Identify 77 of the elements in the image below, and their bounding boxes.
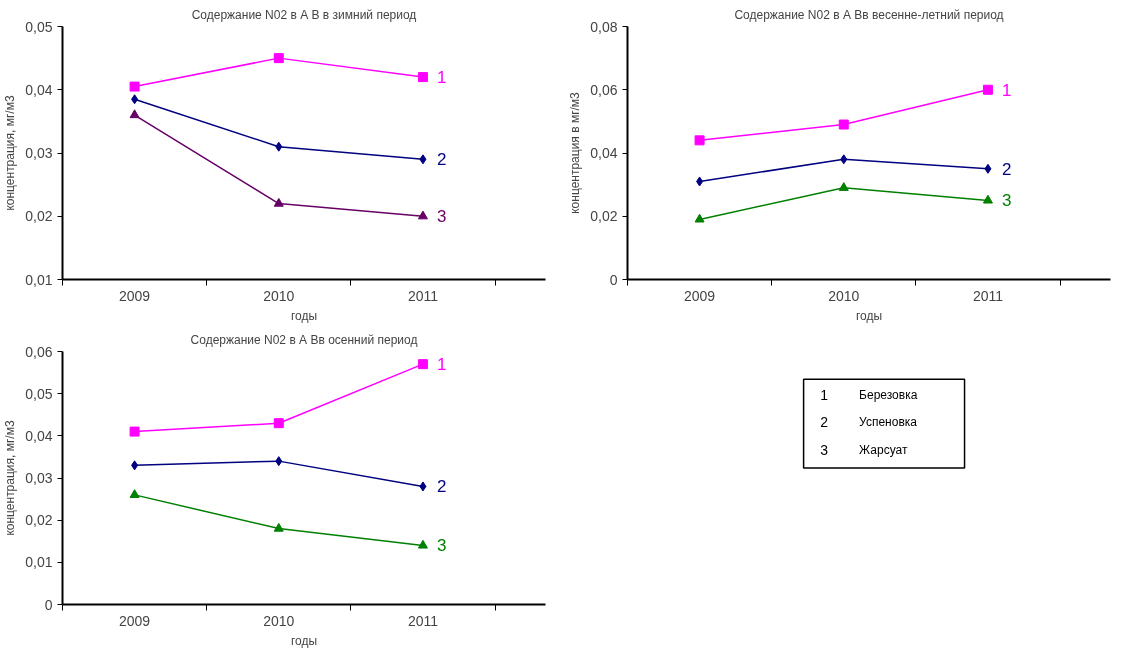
point <box>696 176 704 187</box>
y-tick-label: 0,06 <box>590 81 618 98</box>
y-axis-title: концентрация, мг/м3 <box>3 95 18 211</box>
chart-title: Содержание N02 в А Вв осенний период <box>190 332 418 347</box>
text: Успеновка <box>859 415 918 430</box>
x-tick-label: 2009 <box>119 612 151 629</box>
series-label: 2 <box>436 150 447 170</box>
y-axis-title: концентрация, мг/м3 <box>3 420 18 536</box>
y-tick-label: 0,03 <box>25 145 53 161</box>
series-label: 1 <box>436 68 447 88</box>
x-tick-label: 2009 <box>119 287 151 304</box>
x-axis-title: годы <box>855 308 883 323</box>
point <box>273 418 284 429</box>
y-tick-label: 0,04 <box>25 81 53 98</box>
point <box>275 141 283 152</box>
series-label: 2 <box>1001 159 1012 179</box>
y-tick-label: 0,05 <box>25 385 53 402</box>
point <box>273 522 284 532</box>
point <box>419 481 427 492</box>
x-axis-title: годы <box>290 308 318 323</box>
text: 2 <box>820 414 829 431</box>
point <box>273 197 284 207</box>
series-label: 3 <box>436 207 447 227</box>
series-label: 2 <box>436 477 447 497</box>
point <box>417 539 428 549</box>
y-tick-label: 0 <box>609 271 618 288</box>
point <box>129 489 140 498</box>
y-tick-label: 0,01 <box>25 554 53 571</box>
y-tick-label: 0,02 <box>25 512 53 529</box>
point <box>275 456 283 467</box>
chart-title: Содержание N02 в А В в зимний период <box>191 7 417 22</box>
point <box>131 460 139 471</box>
point <box>694 213 705 223</box>
text: Жарсуат <box>859 443 908 458</box>
series-label: 1 <box>1001 80 1012 100</box>
y-tick-label: 0,08 <box>590 18 618 35</box>
series-label: 3 <box>436 536 447 556</box>
text: Березовка <box>859 387 918 402</box>
y-tick-label: 0,02 <box>25 208 53 225</box>
point <box>129 426 140 437</box>
series-label: 1 <box>436 355 447 375</box>
y-tick-label: 0 <box>44 596 53 613</box>
point <box>838 182 849 191</box>
y-tick-label: 0,02 <box>590 208 618 225</box>
series-label: 3 <box>1001 191 1012 211</box>
y-tick-label: 0,04 <box>25 427 53 444</box>
point <box>982 194 993 204</box>
x-tick-label: 2010 <box>263 612 295 629</box>
y-tick-label: 0,04 <box>590 145 618 161</box>
point <box>417 359 428 370</box>
point <box>417 210 428 220</box>
point <box>840 154 848 165</box>
x-tick-label: 2011 <box>972 287 1004 304</box>
point <box>273 53 284 64</box>
chart-title: Содержание N02 в А Вв весенне-летний период <box>734 7 1004 22</box>
y-tick-label: 0,05 <box>25 18 53 35</box>
point <box>131 94 139 105</box>
text: 3 <box>820 442 829 459</box>
y-tick-label: 0,01 <box>25 271 53 288</box>
x-tick-label: 2009 <box>684 287 716 304</box>
point <box>694 135 705 146</box>
point <box>419 154 427 165</box>
x-tick-label: 2010 <box>263 287 295 304</box>
x-axis-title: годы <box>290 633 318 648</box>
point <box>838 119 849 130</box>
x-tick-label: 2010 <box>828 287 860 304</box>
point <box>417 72 428 83</box>
y-axis-title: концентрация в мг/м3 <box>568 91 583 214</box>
point <box>129 81 140 92</box>
point <box>982 84 993 95</box>
x-tick-label: 2011 <box>407 287 439 304</box>
y-tick-label: 0,03 <box>25 470 53 486</box>
point <box>984 163 992 174</box>
point <box>129 109 140 119</box>
y-tick-label: 0,06 <box>25 343 53 360</box>
x-tick-label: 2011 <box>407 612 439 629</box>
text: 1 <box>820 386 829 403</box>
